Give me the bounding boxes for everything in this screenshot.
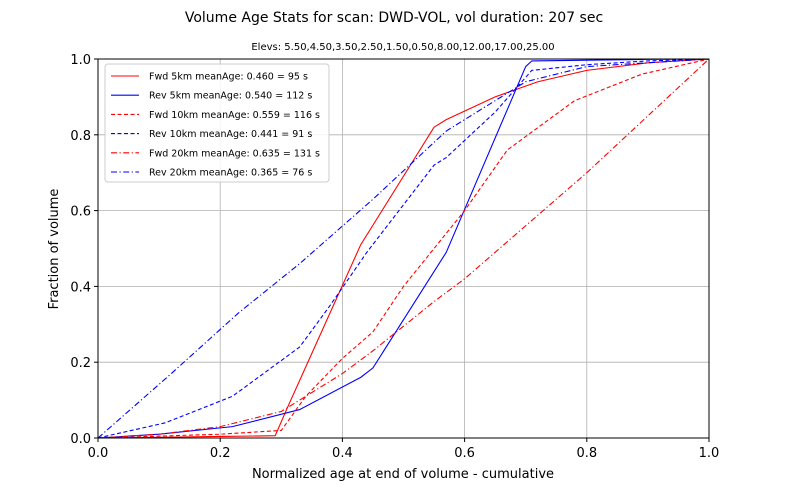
axis-ticks: 0.0 0.2 0.4 0.6 0.8 1.0 0.0 0.2 0.4 0.6 0.8 1.0 — [70, 53, 719, 461]
y-tick-label: 0.6 — [70, 205, 91, 220]
chart-subtitle: Elevs: 5.50,4.50,3.50,2.50,1.50,0.50,8.0… — [251, 42, 554, 53]
chart-title: Volume Age Stats for scan: DWD-VOL, vol … — [185, 10, 603, 26]
y-tick-label: 0.8 — [70, 129, 91, 144]
x-tick-label: 0.8 — [576, 446, 597, 461]
legend-box — [104, 63, 330, 183]
legend-label: Rev 10km meanAge: 0.441 = 91 s — [149, 129, 312, 140]
legend-label: Rev 20km meanAge: 0.365 = 76 s — [149, 168, 312, 179]
y-tick-label: 0.4 — [70, 280, 91, 295]
y-axis-label: Fraction of volume — [47, 189, 62, 310]
x-tick-label: 0.6 — [454, 446, 475, 461]
series-lines — [97, 58, 710, 439]
legend-label: Fwd 20km meanAge: 0.635 = 131 s — [149, 148, 320, 159]
series-line-4 — [97, 58, 710, 439]
y-tick-label: 1.0 — [70, 53, 91, 68]
series-line-1 — [97, 58, 710, 439]
x-tick-label: 0.2 — [210, 446, 231, 461]
legend-label: Fwd 10km meanAge: 0.559 = 116 s — [149, 110, 320, 121]
x-tick-label: 0.4 — [332, 446, 353, 461]
x-tick-label: 0.0 — [88, 446, 109, 461]
series-line-5 — [97, 58, 710, 439]
legend: Fwd 5km meanAge: 0.460 = 95 s Rev 5km mea… — [104, 63, 330, 183]
series-line-3 — [97, 58, 710, 439]
series-line-6 — [97, 58, 710, 439]
x-axis-label: Normalized age at end of volume - cumula… — [252, 467, 554, 482]
legend-label: Rev 5km meanAge: 0.540 = 112 s — [149, 91, 312, 102]
legend-label: Fwd 5km meanAge: 0.460 = 95 s — [149, 72, 308, 83]
y-tick-label: 0.0 — [70, 432, 91, 447]
series-line-2 — [97, 58, 710, 439]
y-tick-label: 0.2 — [70, 356, 91, 371]
x-tick-label: 1.0 — [699, 446, 720, 461]
plot-frame — [97, 58, 710, 439]
